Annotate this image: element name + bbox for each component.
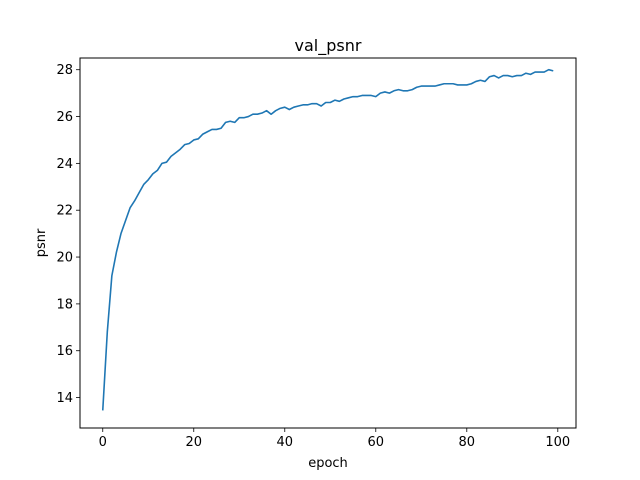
x-tick-label: 40 — [276, 435, 293, 450]
y-tick-label: 18 — [56, 297, 73, 312]
series-line-0 — [101, 68, 554, 411]
y-tick-label: 24 — [56, 157, 73, 172]
x-tick-label: 100 — [545, 435, 570, 450]
y-tick-label: 20 — [56, 251, 73, 266]
y-tick-label: 28 — [56, 63, 73, 78]
axes-frame — [79, 57, 577, 429]
y-tick-label: 14 — [56, 391, 73, 406]
y-tick-label: 22 — [56, 204, 73, 219]
x-tick-label: 0 — [99, 435, 107, 450]
x-tick-label: 80 — [459, 435, 476, 450]
y-tick-label: 16 — [56, 344, 73, 359]
chart-title: val_psnr — [295, 36, 362, 56]
y-axis-label: psnr — [34, 228, 49, 257]
plot-area — [101, 68, 554, 411]
x-tick-label: 60 — [368, 435, 385, 450]
x-tick-label: 20 — [185, 435, 202, 450]
x-axis-label: epoch — [308, 456, 348, 471]
y-tick-label: 26 — [56, 110, 73, 125]
axis-ticks: 0 20 40 60 80 100 14 16 18 20 22 24 26 28 — [56, 63, 570, 450]
